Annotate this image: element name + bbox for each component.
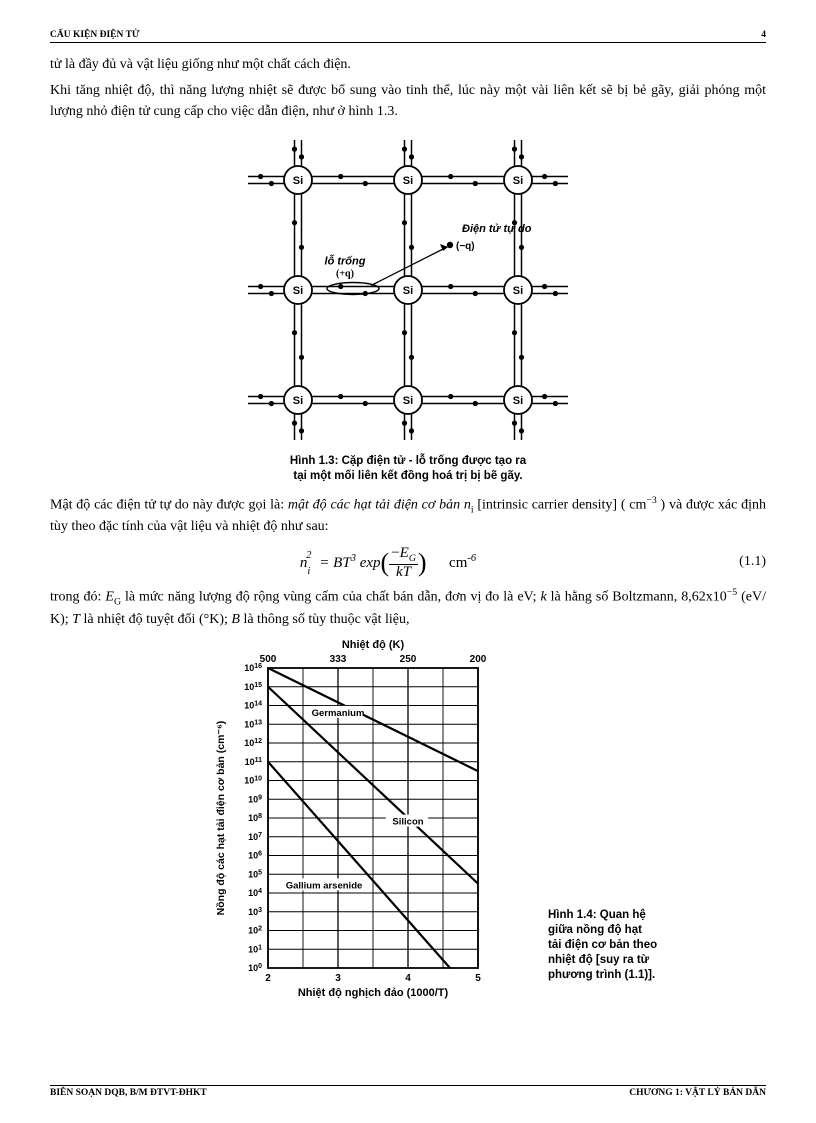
text-italic: mật độ các hạt tải điện cơ bản [288, 497, 464, 512]
figure-graph-container: 100 101 102 103 104 105 106 107 108 109 1010 1011 10… [158, 638, 658, 1008]
svg-text:2: 2 [265, 973, 271, 984]
svg-text:1012: 1012 [244, 738, 262, 749]
text: là mức năng lượng độ rộng vùng cấm của c… [121, 590, 540, 605]
svg-text:Nhiệt độ nghịch đảo (1000/T): Nhiệt độ nghịch đảo (1000/T) [298, 987, 449, 999]
figure-1-3-caption: Hình 1.3: Cặp điện tử - lỗ trống được tạ… [238, 454, 578, 484]
svg-text:1015: 1015 [244, 681, 262, 692]
equation-1-1: ni2 = BT3 exp( −EG kT ) cm-6 [50, 544, 726, 580]
svg-text:1013: 1013 [244, 719, 262, 730]
svg-text:100: 100 [248, 963, 262, 974]
caption-text: Hình 1.3: Cặp điện tử - lỗ trống được tạ… [290, 455, 526, 467]
svg-text:Si: Si [513, 395, 523, 407]
footer-left: BIÊN SOẠN DQB, B/M ĐTVT-ĐHKT [50, 1088, 207, 1098]
caption-text: tải điện cơ bản theo [548, 939, 657, 951]
svg-text:Si: Si [293, 285, 303, 297]
superscript: −3 [646, 495, 656, 506]
svg-text:Nồng độ các hạt tải điện cơ bả: Nồng độ các hạt tải điện cơ bản (cm⁻⁶) [215, 721, 227, 916]
svg-text:108: 108 [248, 813, 262, 824]
caption-text: tại một mối liên kết đồng hoá trị bị bẽ … [293, 470, 522, 482]
svg-text:1011: 1011 [245, 756, 263, 767]
text: trong đó: [50, 590, 105, 605]
svg-text:Si: Si [403, 175, 413, 187]
svg-text:3: 3 [335, 973, 341, 984]
svg-text:103: 103 [248, 906, 262, 917]
svg-text:Si: Si [513, 175, 523, 187]
eq-var: E [400, 545, 409, 561]
svg-text:500: 500 [260, 654, 277, 665]
svg-text:Germanium: Germanium [312, 708, 365, 719]
text: Mật độ các điện tử tự do này được gọi là… [50, 497, 288, 512]
svg-text:105: 105 [248, 869, 262, 880]
svg-text:Nhiệt độ (K): Nhiệt độ (K) [342, 639, 405, 651]
var: T [72, 612, 80, 627]
svg-text:1014: 1014 [244, 700, 262, 711]
svg-text:4: 4 [405, 973, 411, 984]
svg-text:(+q): (+q) [336, 268, 354, 279]
eq-sup: -6 [467, 553, 476, 564]
paragraph-2: Khi tăng nhiệt độ, thì năng lượng nhiệt … [50, 81, 766, 122]
text: là thông số tùy thuộc vật liệu, [240, 612, 410, 627]
svg-text:250: 250 [400, 654, 417, 665]
svg-text:333: 333 [330, 654, 347, 665]
var: E [105, 590, 114, 605]
svg-text:200: 200 [470, 654, 487, 665]
eq-sign: = [316, 555, 334, 571]
equation-number: (1.1) [726, 554, 766, 570]
eq-unit: cm [449, 555, 467, 571]
paragraph-3: Mật độ các điện tử tự do này được gọi là… [50, 494, 766, 538]
svg-text:5: 5 [475, 973, 481, 984]
figure-lattice-svg: Si Si Si Si Si Si Si Si Si lỗ trống(+q) Điện tử tự… [218, 130, 598, 450]
var: n [464, 497, 471, 512]
header-page-number: 4 [761, 30, 766, 40]
text: là nhiệt độ tuyệt đối (°K); [80, 612, 231, 627]
header-title: CẤU KIỆN ĐIỆN TỬ [50, 30, 139, 40]
eq-sub: G [409, 553, 416, 564]
caption-text: nhiệt độ [suy ra từ [548, 954, 649, 966]
paragraph-4: trong đó: EG là mức năng lượng độ rộng v… [50, 586, 766, 630]
svg-text:(−q): (−q) [456, 241, 475, 252]
svg-text:Điện tử tự do: Điện tử tự do [462, 223, 532, 235]
figure-graph-svg: 100 101 102 103 104 105 106 107 108 109 1010 1011 10… [208, 638, 528, 1008]
subscript: G [114, 597, 121, 608]
footer-right: CHƯƠNG 1: VẬT LÝ BÁN DẪN [629, 1088, 766, 1098]
svg-text:104: 104 [248, 888, 262, 899]
caption-text: phương trình (1.1)]. [548, 969, 655, 981]
svg-text:Silicon: Silicon [392, 817, 423, 828]
svg-text:Gallium arsenide: Gallium arsenide [286, 880, 363, 891]
eq-var: kT [396, 564, 411, 580]
page-footer: BIÊN SOẠN DQB, B/M ĐTVT-ĐHKT CHƯƠNG 1: V… [50, 1085, 766, 1098]
paragraph-1: tử là đầy đủ và vật liệu giống như một c… [50, 55, 766, 75]
svg-text:Si: Si [513, 285, 523, 297]
caption-text: giữa nồng độ hạt [548, 924, 642, 936]
svg-text:Si: Si [403, 395, 413, 407]
text: là hằng số Boltzmann, 8,62x10 [547, 590, 727, 605]
svg-text:107: 107 [248, 831, 262, 842]
superscript: −5 [727, 587, 737, 598]
eq-sup: 2 [306, 550, 311, 561]
svg-text:Si: Si [293, 395, 303, 407]
caption-text: Hình 1.4: Quan hệ [548, 909, 646, 921]
svg-text:101: 101 [248, 944, 262, 955]
svg-text:106: 106 [248, 850, 262, 861]
eq-func: exp [356, 555, 381, 571]
text: [intrinsic carrier density] ( cm [474, 497, 647, 512]
figure-1-4-caption: Hình 1.4: Quan hệ giữa nồng độ hạt tải đ… [548, 908, 688, 983]
page-header: CẤU KIỆN ĐIỆN TỬ 4 [50, 30, 766, 43]
svg-text:109: 109 [248, 794, 262, 805]
svg-text:lỗ trống: lỗ trống [325, 254, 366, 267]
eq-sub: i [307, 566, 310, 577]
svg-text:1010: 1010 [244, 775, 262, 786]
svg-text:Si: Si [403, 285, 413, 297]
svg-text:102: 102 [248, 925, 262, 936]
var: B [231, 612, 240, 627]
equation-row: ni2 = BT3 exp( −EG kT ) cm-6 (1.1) [50, 544, 766, 580]
eq-var: BT [333, 555, 351, 571]
svg-text:Si: Si [293, 175, 303, 187]
eq-neg: − [391, 545, 399, 561]
